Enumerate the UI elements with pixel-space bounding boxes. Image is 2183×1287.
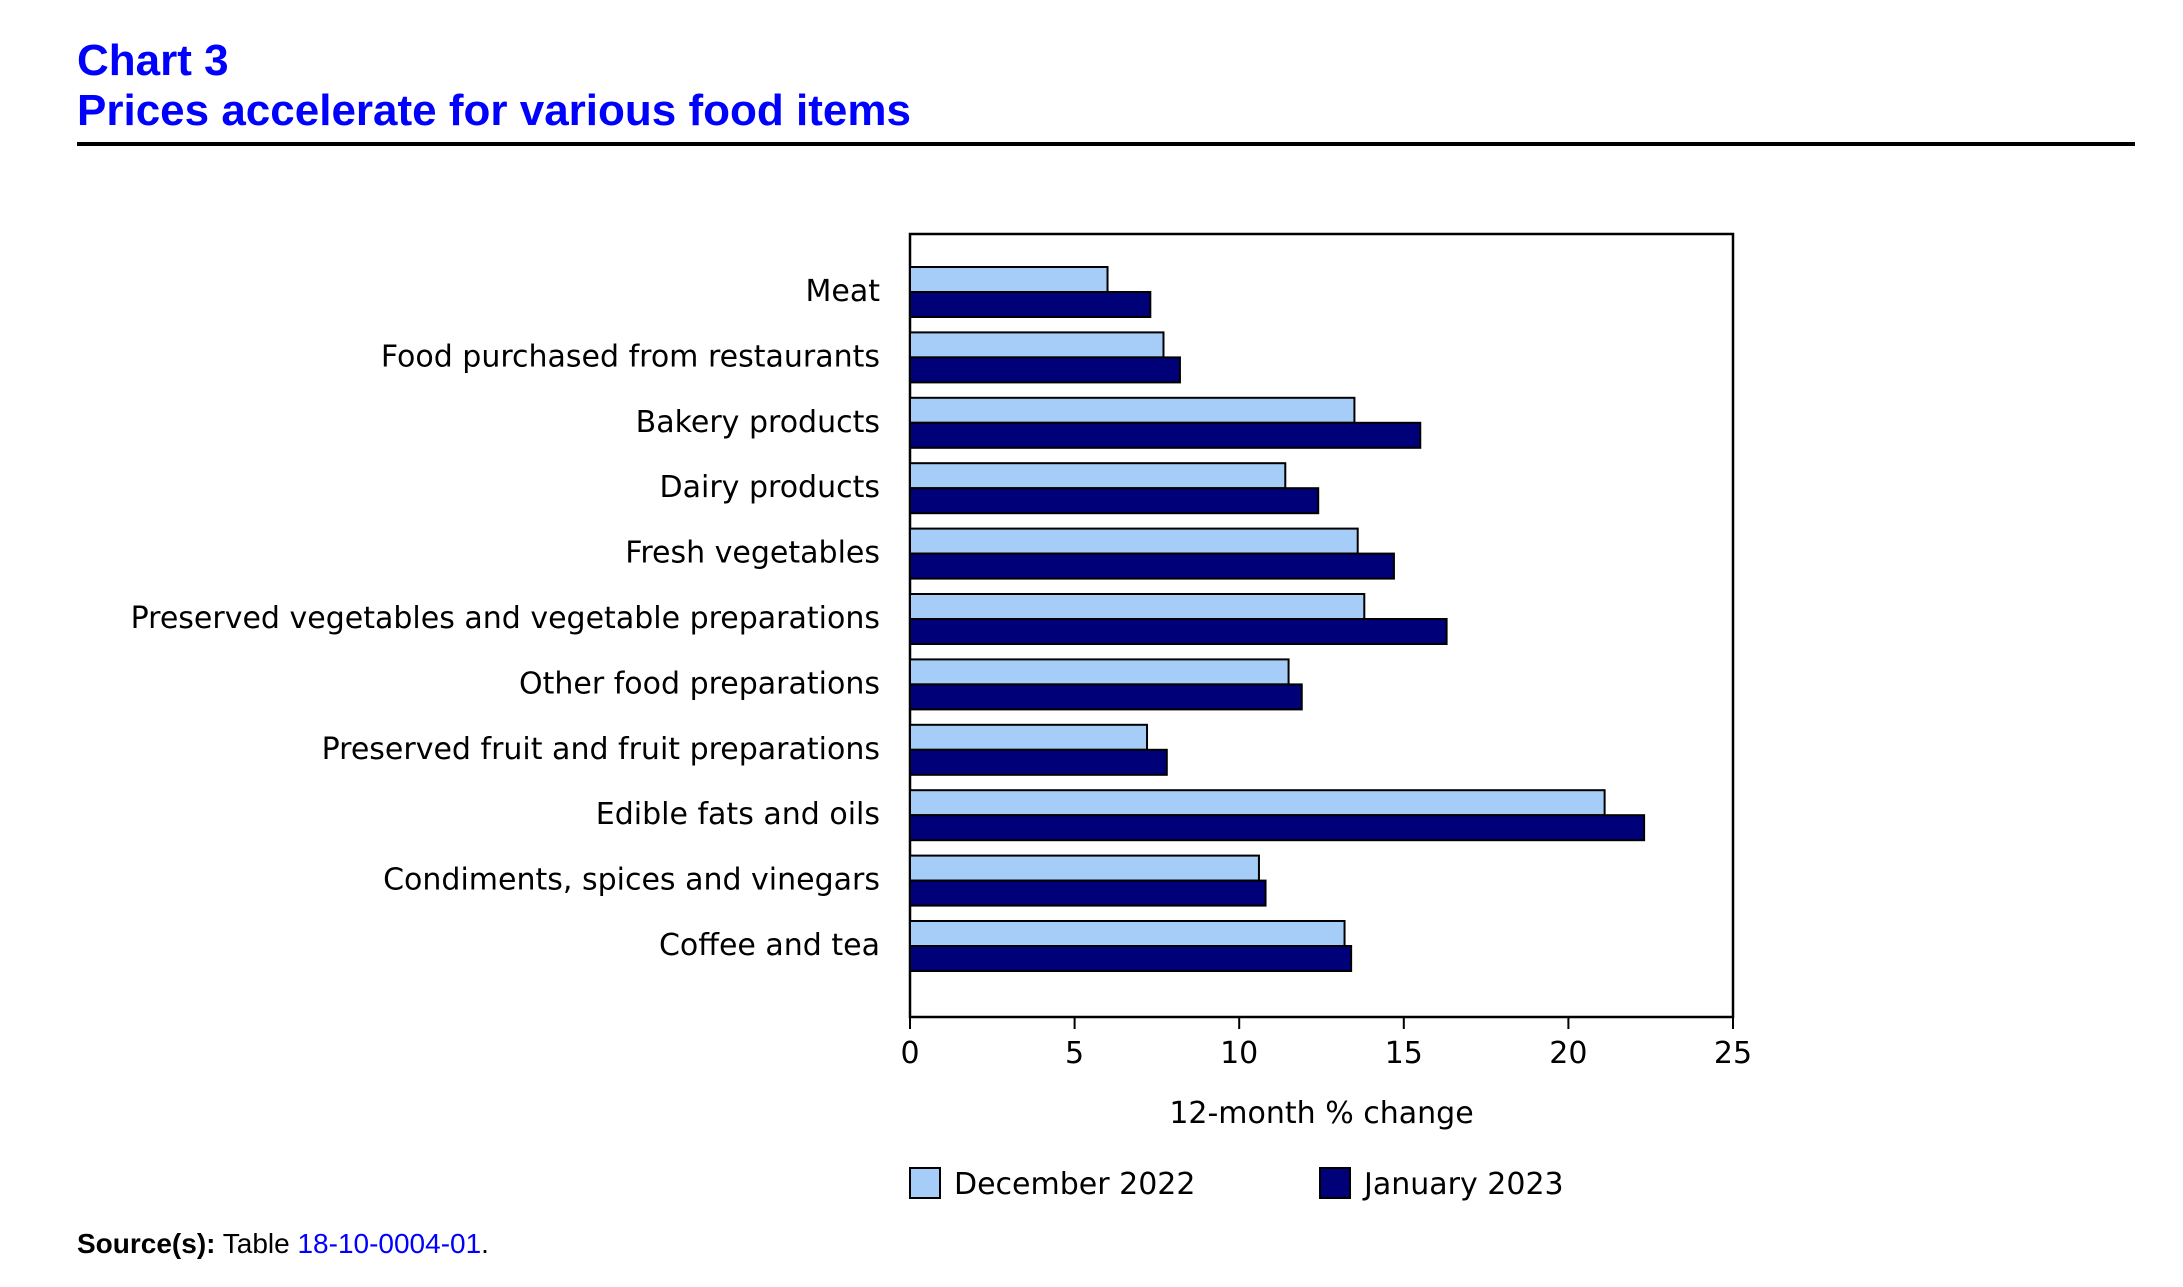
x-tick-label: 25 bbox=[1714, 1036, 1752, 1071]
bar-dec-2022-11 bbox=[909, 920, 1346, 947]
legend-swatch-2 bbox=[1319, 1167, 1351, 1199]
category-label: Fresh vegetables bbox=[625, 536, 880, 571]
bar-dec-2022-8 bbox=[909, 723, 1149, 751]
x-tick-label: 5 bbox=[1065, 1036, 1084, 1071]
bar-dec-2022-5 bbox=[909, 527, 1359, 555]
category-label: Meat bbox=[806, 274, 881, 309]
chart-title-block: Chart 3 Prices accelerate for various fo… bbox=[77, 36, 911, 136]
legend-label-1: December 2022 bbox=[954, 1167, 1195, 1202]
bar-dec-2022-2 bbox=[909, 331, 1165, 359]
title-divider bbox=[77, 142, 2135, 146]
bar-jan-2023-8 bbox=[909, 748, 1168, 776]
x-axis-title: 12-month % change bbox=[1169, 1096, 1473, 1131]
chart-number: Chart 3 bbox=[77, 36, 229, 85]
source-table-link[interactable]: 18-10-0004-01 bbox=[297, 1228, 482, 1259]
bar-jan-2023-11 bbox=[909, 945, 1353, 972]
bar-jan-2023-4 bbox=[909, 487, 1320, 515]
category-label: Edible fats and oils bbox=[596, 797, 880, 832]
bar-dec-2022-9 bbox=[909, 789, 1606, 817]
bar-dec-2022-6 bbox=[909, 593, 1366, 620]
source-note: Source(s): Table 18-10-0004-01. bbox=[77, 1228, 489, 1260]
bar-dec-2022-4 bbox=[909, 462, 1287, 490]
category-label: Food purchased from restaurants bbox=[381, 339, 880, 374]
bar-dec-2022-10 bbox=[909, 854, 1260, 882]
x-tick-label: 20 bbox=[1549, 1036, 1587, 1071]
bar-dec-2022-3 bbox=[909, 396, 1356, 424]
bar-dec-2022-1 bbox=[909, 266, 1109, 293]
x-tick-label: 10 bbox=[1220, 1036, 1258, 1071]
bar-jan-2023-6 bbox=[909, 618, 1448, 645]
x-tick-label: 0 bbox=[900, 1036, 919, 1071]
bar-jan-2023-9 bbox=[909, 814, 1646, 842]
legend-swatch-1 bbox=[909, 1167, 941, 1199]
bar-jan-2023-3 bbox=[909, 421, 1422, 449]
category-label: Preserved fruit and fruit preparations bbox=[322, 732, 880, 767]
category-label: Dairy products bbox=[660, 470, 880, 505]
category-label: Preserved vegetables and vegetable prepa… bbox=[131, 601, 880, 636]
x-tick-label: 15 bbox=[1385, 1036, 1423, 1071]
category-label: Bakery products bbox=[636, 405, 880, 440]
source-text: Table bbox=[215, 1228, 298, 1259]
category-label: Other food preparations bbox=[519, 666, 880, 701]
bar-dec-2022-7 bbox=[909, 658, 1290, 686]
bar-jan-2023-1 bbox=[909, 291, 1152, 318]
category-label: Coffee and tea bbox=[659, 928, 880, 963]
source-end: . bbox=[481, 1228, 489, 1259]
category-label: Condiments, spices and vinegars bbox=[383, 863, 880, 898]
bar-jan-2023-2 bbox=[909, 356, 1181, 384]
legend-label-2: January 2023 bbox=[1362, 1167, 1564, 1202]
bar-jan-2023-10 bbox=[909, 879, 1267, 907]
source-label: Source(s): bbox=[77, 1228, 216, 1259]
bar-jan-2023-7 bbox=[909, 683, 1303, 711]
bar-jan-2023-5 bbox=[909, 552, 1395, 580]
chart-title: Prices accelerate for various food items bbox=[77, 86, 911, 135]
